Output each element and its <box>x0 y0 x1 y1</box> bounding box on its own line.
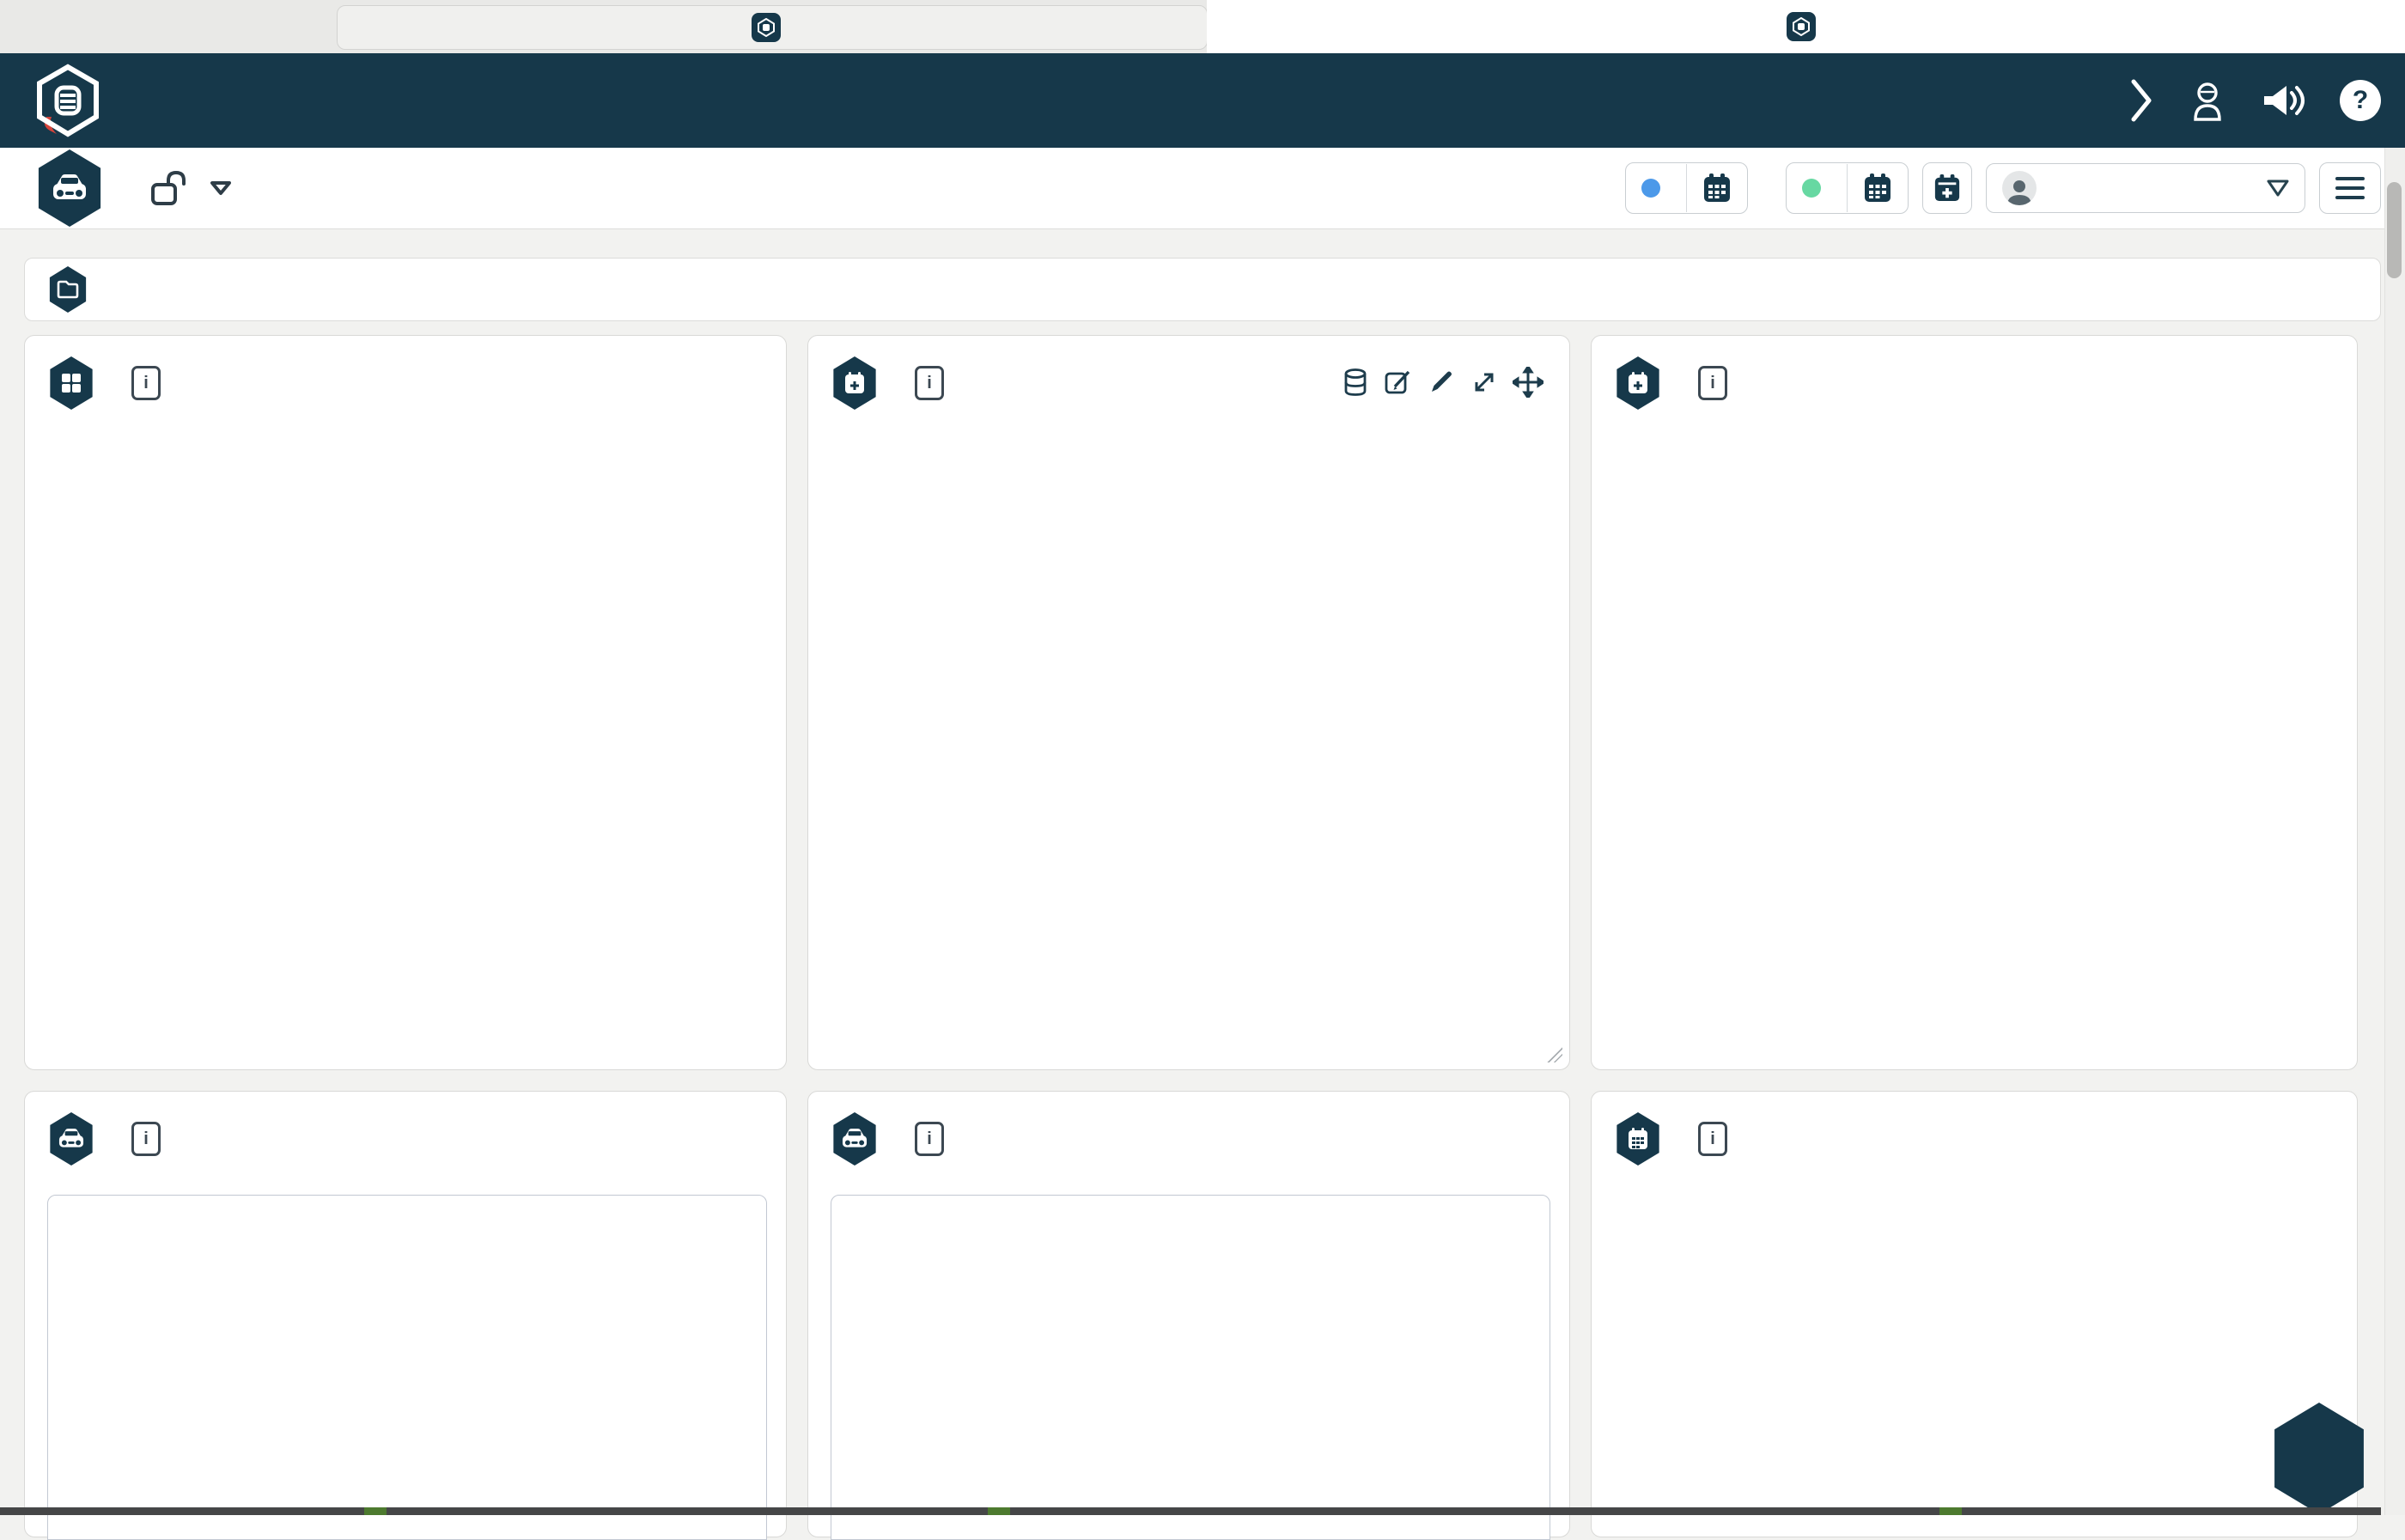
move-icon[interactable] <box>1513 367 1543 398</box>
card-voertuig-merk-treemap: i <box>24 335 787 1070</box>
page-scrollbar-thumb[interactable] <box>2387 182 2402 278</box>
card-title: i <box>901 366 944 400</box>
browser-tab-active[interactable] <box>1207 0 2405 53</box>
invoer-problemen-table <box>831 1195 1550 1540</box>
section-voertuigen[interactable] <box>24 258 2381 321</box>
help-icon[interactable]: ? <box>2340 80 2381 121</box>
info-icon[interactable]: i <box>131 1122 161 1156</box>
background-window-green-icon <box>988 1507 1010 1515</box>
dropdown-triangle-icon <box>2267 180 2289 197</box>
app-header: ? <box>0 53 2405 148</box>
card-title: i <box>901 1122 944 1156</box>
calendar-icon[interactable] <box>1848 173 1908 204</box>
autoflex-favicon-icon <box>752 13 781 42</box>
card-top-voertuig-type: i <box>1591 335 2358 1070</box>
bar-chart-top-kleuren <box>808 482 1571 963</box>
page-scrollbar-track[interactable] <box>2384 148 2405 1515</box>
info-icon[interactable]: i <box>915 1122 944 1156</box>
calendar-icon[interactable] <box>1687 173 1747 204</box>
kerngetallen-table <box>47 1195 767 1540</box>
car-hexagon-icon <box>34 149 105 227</box>
card-invoer-problemen: i <box>807 1091 1570 1537</box>
period-primary-dot <box>1641 179 1660 198</box>
browser-tab-bar <box>0 0 2405 54</box>
calendar-plus-hexagon-icon <box>1614 356 1662 410</box>
user-icon[interactable] <box>2189 80 2226 121</box>
card-toelatingsdatum: i <box>1591 1091 2358 1537</box>
card-title: i <box>118 366 161 400</box>
info-icon[interactable]: i <box>131 366 161 400</box>
resize-icon[interactable] <box>1470 368 1499 397</box>
bar-chart-top-voertuig-type <box>1592 482 2359 1014</box>
car-hexagon-icon <box>47 1112 95 1166</box>
chevron-right-icon[interactable] <box>2128 78 2154 123</box>
background-window-green-icon <box>1939 1507 1962 1515</box>
user-filter-select[interactable] <box>1986 163 2305 213</box>
page-toolbar <box>0 148 2405 229</box>
card-title: i <box>1684 366 1727 400</box>
info-icon[interactable]: i <box>1698 366 1727 400</box>
background-window-edge <box>0 1507 2381 1515</box>
edit-box-icon[interactable] <box>1384 368 1413 397</box>
resize-grip[interactable] <box>1545 1045 1562 1062</box>
folder-hexagon-icon <box>47 266 88 313</box>
pencil-icon[interactable] <box>1427 368 1456 397</box>
calendar-plus-hexagon-icon <box>831 356 879 410</box>
card-kerngetallen: i <box>24 1091 787 1537</box>
period-secondary-dot <box>1802 179 1821 198</box>
info-icon[interactable]: i <box>915 366 944 400</box>
period-picker-primary[interactable] <box>1625 162 1748 214</box>
calendar-add-button[interactable] <box>1922 162 1972 214</box>
background-window-green-icon <box>364 1507 387 1515</box>
car-hexagon-icon <box>831 1112 879 1166</box>
unlock-icon[interactable] <box>149 167 187 209</box>
chevron-down-icon[interactable] <box>210 180 232 196</box>
megaphone-icon[interactable] <box>2261 81 2305 120</box>
app-favicon-icon <box>1787 12 1816 41</box>
treemap-hexagon-icon <box>47 356 95 410</box>
calendar-add-icon <box>1933 173 1961 204</box>
treemap-chart <box>47 478 762 1014</box>
period-picker-secondary[interactable] <box>1786 162 1909 214</box>
hamburger-menu-button[interactable] <box>2319 162 2381 214</box>
autoflex-logo-icon <box>31 64 105 137</box>
card-title: i <box>118 1122 161 1156</box>
browser-tab-inactive[interactable] <box>337 5 1208 50</box>
avatar-icon <box>2002 171 2037 205</box>
autoflex-logo <box>31 64 113 137</box>
area-line-chart-toelatingsdatum <box>1592 1092 2358 1537</box>
card-top-kleuren: i <box>807 335 1570 1070</box>
database-icon[interactable] <box>1341 368 1370 397</box>
